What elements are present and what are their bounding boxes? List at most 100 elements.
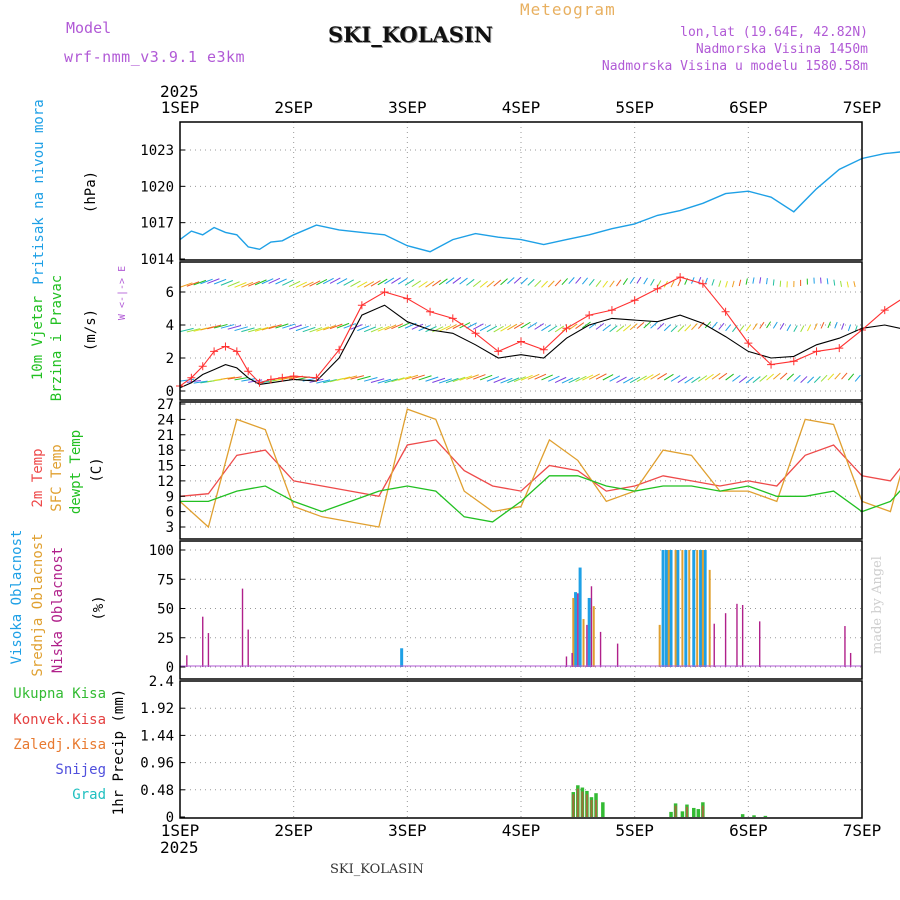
wind-gust-marker xyxy=(494,347,503,356)
total-precip-bar xyxy=(601,802,605,817)
mid-cloud-bar xyxy=(701,550,704,667)
high-cloud-bar xyxy=(676,550,680,667)
y-tick-label: 2 xyxy=(166,351,174,367)
wind-direction-barb xyxy=(853,281,856,288)
conv-precip-bar xyxy=(674,805,677,817)
wind-direction-barb xyxy=(220,280,234,286)
wind-direction-barb xyxy=(322,277,334,285)
wind-direction-barb xyxy=(582,321,591,329)
wind-direction-barb xyxy=(602,324,611,332)
wind-direction-barb xyxy=(833,279,836,286)
wind-direction-barb xyxy=(622,278,628,285)
x-label-bottom: 3SEP xyxy=(388,821,427,840)
wind-gust-marker xyxy=(278,373,287,382)
mid-cloud-bar xyxy=(708,569,711,667)
footer-title: SKI_KOLASIN xyxy=(330,862,424,877)
wind-direction-barb xyxy=(418,281,428,288)
wind-gust-marker xyxy=(289,372,298,381)
wind-direction-barb xyxy=(234,376,249,381)
wind-direction-barb xyxy=(384,277,395,285)
year-top: 2025 xyxy=(160,82,199,101)
wind-gust-marker xyxy=(744,339,753,348)
panel-frame-precip xyxy=(179,680,863,819)
wind-direction-barb xyxy=(663,373,674,381)
low-cloud-bar xyxy=(207,633,210,667)
wind-direction-barb xyxy=(336,376,351,381)
wind-direction-barb xyxy=(670,325,678,333)
total-precip-bar xyxy=(740,814,745,817)
wind-direction-barb xyxy=(609,325,618,333)
wind-direction-barb xyxy=(507,277,515,285)
wind-direction-barb xyxy=(343,279,354,286)
wind-direction-barb xyxy=(759,277,762,284)
wind-direction-barb xyxy=(268,324,282,330)
wind-gust-marker xyxy=(676,273,685,282)
wind-direction-barb xyxy=(486,376,500,382)
wind-direction-barb xyxy=(752,323,758,331)
model-elevation: Nadmorska Visina u modelu 1580.58m xyxy=(601,59,868,74)
wind-direction-barb xyxy=(656,280,662,287)
precip-legend-item: Konvek.Kisa xyxy=(13,712,106,728)
y-tick-label: 6 xyxy=(166,505,174,521)
wind-direction-barb xyxy=(766,321,772,329)
wind-gust-marker xyxy=(812,347,821,356)
wind-direction-barb xyxy=(418,375,432,381)
wind-gust-marker xyxy=(335,345,344,354)
low-cloud-bar xyxy=(724,613,727,667)
wind-direction-barb xyxy=(773,372,781,380)
wind-direction-barb xyxy=(643,277,648,285)
wind-direction-barb xyxy=(650,321,658,329)
wind-direction-barb xyxy=(357,375,371,381)
wind-direction-barb xyxy=(370,326,383,333)
temp2m-axis-title: 2m Temp xyxy=(30,448,46,507)
dewpt-axis-title: dewpt Temp xyxy=(68,430,84,514)
wind-direction-barb xyxy=(350,280,361,288)
wind-direction-barb xyxy=(541,280,548,288)
wind-direction-barb xyxy=(445,324,457,331)
wind-direction-barb xyxy=(813,323,818,330)
wind-direction-barb xyxy=(513,322,524,330)
y-tick-label: 0.48 xyxy=(140,783,174,799)
wind-gust-marker xyxy=(653,284,662,293)
wind-direction-barb xyxy=(350,324,363,330)
wind-direction-barb xyxy=(207,324,221,330)
wind-direction-barb xyxy=(275,278,287,285)
x-label-top: 3SEP xyxy=(388,98,427,117)
wind-direction-barb xyxy=(745,324,752,332)
wind-direction-barb xyxy=(731,280,735,288)
grid-layer xyxy=(180,122,862,818)
wind-direction-barb xyxy=(241,327,255,333)
x-label-bottom: 4SEP xyxy=(502,821,541,840)
conv-precip-bar xyxy=(581,791,584,817)
dewpt-line xyxy=(180,475,900,523)
wind-direction-barb xyxy=(466,322,477,329)
low-cloud-bar xyxy=(736,603,738,667)
wind-direction-barb xyxy=(650,278,655,286)
wind-direction-barb xyxy=(329,277,341,284)
conv-precip-bar xyxy=(590,800,593,817)
wind-direction-barb xyxy=(404,374,419,380)
wind-direction-barb xyxy=(364,377,378,382)
wind-direction-barb xyxy=(670,375,681,382)
wind-direction-barb xyxy=(834,321,838,329)
wind-direction-barb xyxy=(677,376,688,384)
y-tick-label: 25 xyxy=(157,631,174,647)
total-precip-bar xyxy=(696,809,701,817)
low-cloud-bar xyxy=(202,616,204,667)
wind-direction-barb xyxy=(486,325,498,333)
panel-frame-pressure xyxy=(179,121,863,261)
wind-direction-barb xyxy=(227,325,242,330)
high-cloud-bar xyxy=(669,550,673,667)
wind-direction-barb xyxy=(473,374,486,380)
pressure-unit: (hPa) xyxy=(83,171,99,213)
y-tick-label: 1020 xyxy=(140,179,174,195)
wind-gust-marker xyxy=(266,375,275,384)
wind-direction-barb xyxy=(711,372,721,380)
wind-direction-barb xyxy=(411,280,421,288)
wind-direction-barb xyxy=(840,280,843,287)
high-cloud-bar xyxy=(684,550,688,667)
wind-direction-barb xyxy=(834,372,841,380)
total-precip-bar xyxy=(669,811,673,817)
wind-direction-barb xyxy=(772,279,775,286)
y-tick-label: 0 xyxy=(166,810,174,826)
